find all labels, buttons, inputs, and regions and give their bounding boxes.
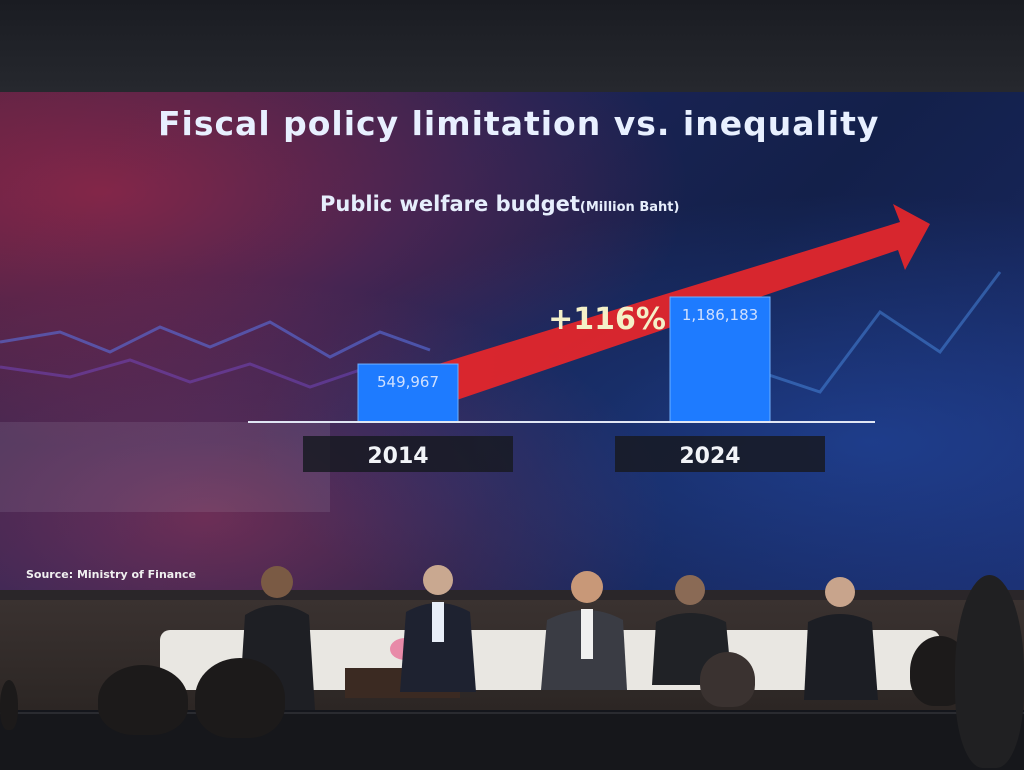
slide-subtitle: Public welfare budget(Million Baht): [320, 192, 679, 216]
panelist-3: [541, 571, 627, 690]
category-box-2014: [303, 436, 513, 472]
growth-arrow: [380, 204, 930, 422]
audience-head-3: [0, 680, 18, 730]
category-label-2014: 2014: [367, 444, 428, 469]
audience-head-6: [955, 575, 1024, 768]
bar-value-label-2014: 549,967: [377, 373, 439, 391]
audience-head-1: [195, 658, 285, 738]
audience-head-2: [98, 665, 188, 735]
bar-2014: [357, 363, 459, 423]
projection-screen: 549,967 2014 1,186,183 2024 +116% Fiscal pol…: [0, 92, 1024, 592]
panelist-5: [804, 577, 878, 700]
slide-title: Fiscal policy limitation vs. inequality: [158, 104, 880, 143]
decor-line-2: [0, 358, 361, 389]
bar-value-label-2024: 1,186,183: [682, 306, 758, 324]
source-note: Source: Ministry of Finance: [26, 568, 197, 581]
growth-annotation: +116%: [548, 302, 666, 337]
panelist-2: [400, 565, 476, 692]
category-box-2024: [615, 436, 825, 472]
category-label-2024: 2024: [679, 444, 740, 469]
audience-head-4: [700, 652, 755, 707]
decor-line-1: [0, 320, 431, 359]
subtitle-unit: (Million Baht): [579, 200, 680, 215]
subtitle-text: Public welfare budget: [320, 192, 580, 216]
chart-area: 549,967 2014 1,186,183 2024 +116%: [0, 204, 1002, 512]
decor-band: [0, 422, 330, 512]
ceiling: [0, 0, 1024, 92]
